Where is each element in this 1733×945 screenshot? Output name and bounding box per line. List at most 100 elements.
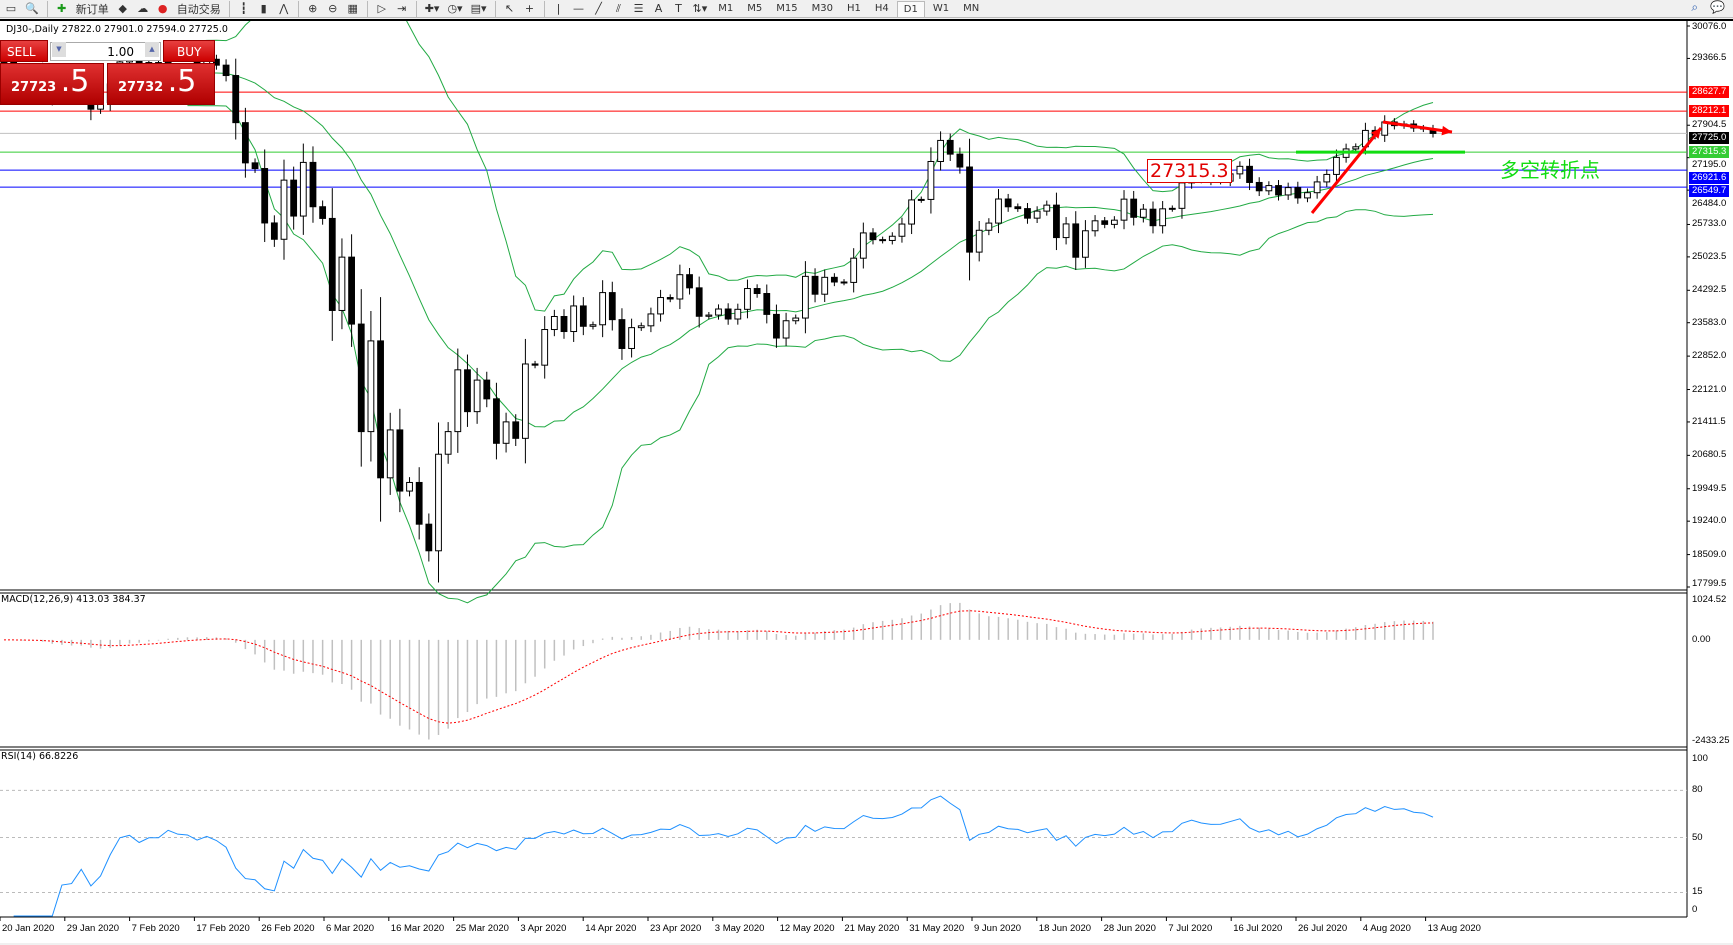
timeframe-d1[interactable]: D1 <box>896 0 925 17</box>
candlestick-icon[interactable]: ▮ <box>260 2 267 15</box>
candle <box>995 198 1002 224</box>
sell-button[interactable]: SELL <box>0 40 48 62</box>
toolbar-separator <box>494 0 496 17</box>
lot-increase-icon[interactable]: ▲ <box>145 42 159 57</box>
periods-icon[interactable]: ◷▾ <box>447 2 463 15</box>
date-axis-label: 23 Apr 2020 <box>650 923 702 934</box>
rsi-axis-label: 80 <box>1692 784 1703 796</box>
auto-trading-button[interactable]: 自动交易 <box>176 2 221 16</box>
price-axis-label: 26484.0 <box>1692 198 1727 210</box>
new-order-icon[interactable]: ✚ <box>57 2 67 15</box>
candle <box>946 139 954 155</box>
zoom-chart-icon[interactable]: 🔍 <box>25 2 39 15</box>
arrows-icon[interactable]: ⇅▾ <box>692 2 708 15</box>
auto-scroll-icon[interactable]: ▷ <box>377 2 386 15</box>
rsi-axis-label: 15 <box>1692 886 1703 898</box>
candle <box>589 324 597 327</box>
buy-button[interactable]: BUY <box>163 40 215 62</box>
signals-icon[interactable]: ☁ <box>137 2 149 15</box>
date-axis-label: 16 Jul 2020 <box>1233 923 1283 934</box>
indicators-icon[interactable]: ✚▾ <box>424 2 440 15</box>
candle <box>1101 220 1109 225</box>
timeframe-mn[interactable]: MN <box>963 3 980 14</box>
timeframe-m1[interactable]: M1 <box>718 3 734 14</box>
chat-icon[interactable]: 💬 <box>1710 0 1725 14</box>
toolbar-separator <box>297 0 299 17</box>
candle <box>859 232 867 259</box>
price-axis-label: 25733.0 <box>1692 218 1727 230</box>
text-icon[interactable]: A <box>654 2 663 15</box>
level-price-tag: 27725.0 <box>1689 132 1730 145</box>
one-click-trading-panel: SELL 1.00 ▼ ▲ BUY 27723 .5 27732 .5 <box>0 40 215 108</box>
price-axis-label: 27195.0 <box>1692 159 1727 171</box>
zoom-out-icon[interactable]: ⊖ <box>328 2 338 15</box>
candle <box>917 198 925 201</box>
equidistant-channel-icon[interactable]: ⫽ <box>616 1 621 15</box>
horizontal-line-icon[interactable]: — <box>573 2 584 15</box>
toolbar-separator <box>46 0 48 17</box>
toolbar-separator <box>543 0 545 17</box>
lot-size-input[interactable]: 1.00 <box>50 42 161 61</box>
trendline-icon[interactable]: ╱ <box>595 2 602 15</box>
market-watch-icon[interactable]: ◆ <box>118 2 127 15</box>
bid-price-fraction: .5 <box>60 64 90 99</box>
candle <box>299 161 307 217</box>
price-axis-label: 20680.5 <box>1692 449 1727 461</box>
candle <box>695 287 703 317</box>
fibonacci-icon[interactable]: ☰ <box>633 2 644 15</box>
chart-shift-icon[interactable]: ⇥ <box>397 2 407 15</box>
timeframe-w1[interactable]: W1 <box>932 3 950 14</box>
date-axis-label: 4 Aug 2020 <box>1362 923 1411 934</box>
candle <box>386 429 394 479</box>
timeframe-h1[interactable]: H1 <box>846 3 861 14</box>
candle <box>512 421 520 439</box>
candle <box>666 297 674 300</box>
vertical-line-icon[interactable]: | <box>556 2 561 15</box>
bar-chart-icon[interactable]: ┇ <box>240 2 248 15</box>
candle <box>1304 192 1311 199</box>
candle <box>792 317 800 322</box>
tile-windows-icon[interactable]: ▦ <box>347 2 358 15</box>
candle <box>1168 207 1176 210</box>
chart-window[interactable]: DJ30-,Daily 27822.0 27901.0 27594.0 2772… <box>0 19 1733 943</box>
price-axis-label: 25023.5 <box>1692 250 1727 262</box>
candle <box>657 297 664 315</box>
candle <box>290 179 298 217</box>
timeframe-h4[interactable]: H4 <box>874 3 889 14</box>
chart-canvas[interactable] <box>0 21 1733 945</box>
price-axis-label: 19240.0 <box>1692 515 1727 527</box>
rsi-line <box>13 795 1434 917</box>
date-axis-label: 26 Jul 2020 <box>1298 923 1348 934</box>
candle <box>444 431 452 455</box>
text-label-icon[interactable]: T <box>675 2 682 15</box>
new-order-button[interactable]: 新订单 <box>75 2 109 16</box>
date-axis-label: 31 May 2020 <box>909 923 965 934</box>
candle <box>1275 185 1282 196</box>
level-price-tag: 26921.6 <box>1689 172 1730 185</box>
candle <box>1265 185 1273 192</box>
timeframe-m30[interactable]: M30 <box>811 3 833 14</box>
candle <box>734 308 742 320</box>
timeframe-m5[interactable]: M5 <box>747 3 763 14</box>
auto-trading-icon[interactable]: ● <box>157 2 168 15</box>
new-chart-icon[interactable]: ▭ <box>5 2 17 15</box>
templates-icon[interactable]: ▤▾ <box>470 2 487 15</box>
lot-decrease-icon[interactable]: ▼ <box>52 42 66 57</box>
ask-price-button[interactable]: 27732 .5 <box>107 63 215 105</box>
candle <box>1024 208 1031 219</box>
price-axis-label: 23583.0 <box>1692 316 1727 328</box>
bid-price-button[interactable]: 27723 .5 <box>0 63 104 105</box>
candle <box>1294 187 1302 199</box>
candle <box>647 313 655 327</box>
cursor-icon[interactable]: ↖ <box>504 2 515 15</box>
timeframe-m15[interactable]: M15 <box>776 3 798 14</box>
crosshair-icon[interactable]: + <box>524 2 535 15</box>
candle <box>213 58 220 66</box>
line-chart-icon[interactable]: ⋀ <box>279 2 289 15</box>
candle <box>1053 204 1060 239</box>
zoom-in-icon[interactable]: ⊕ <box>308 2 318 15</box>
search-icon[interactable]: ⌕ <box>1691 0 1699 14</box>
candle <box>425 523 433 552</box>
candle <box>1130 198 1138 218</box>
price-axis-label: 24292.5 <box>1692 284 1727 296</box>
